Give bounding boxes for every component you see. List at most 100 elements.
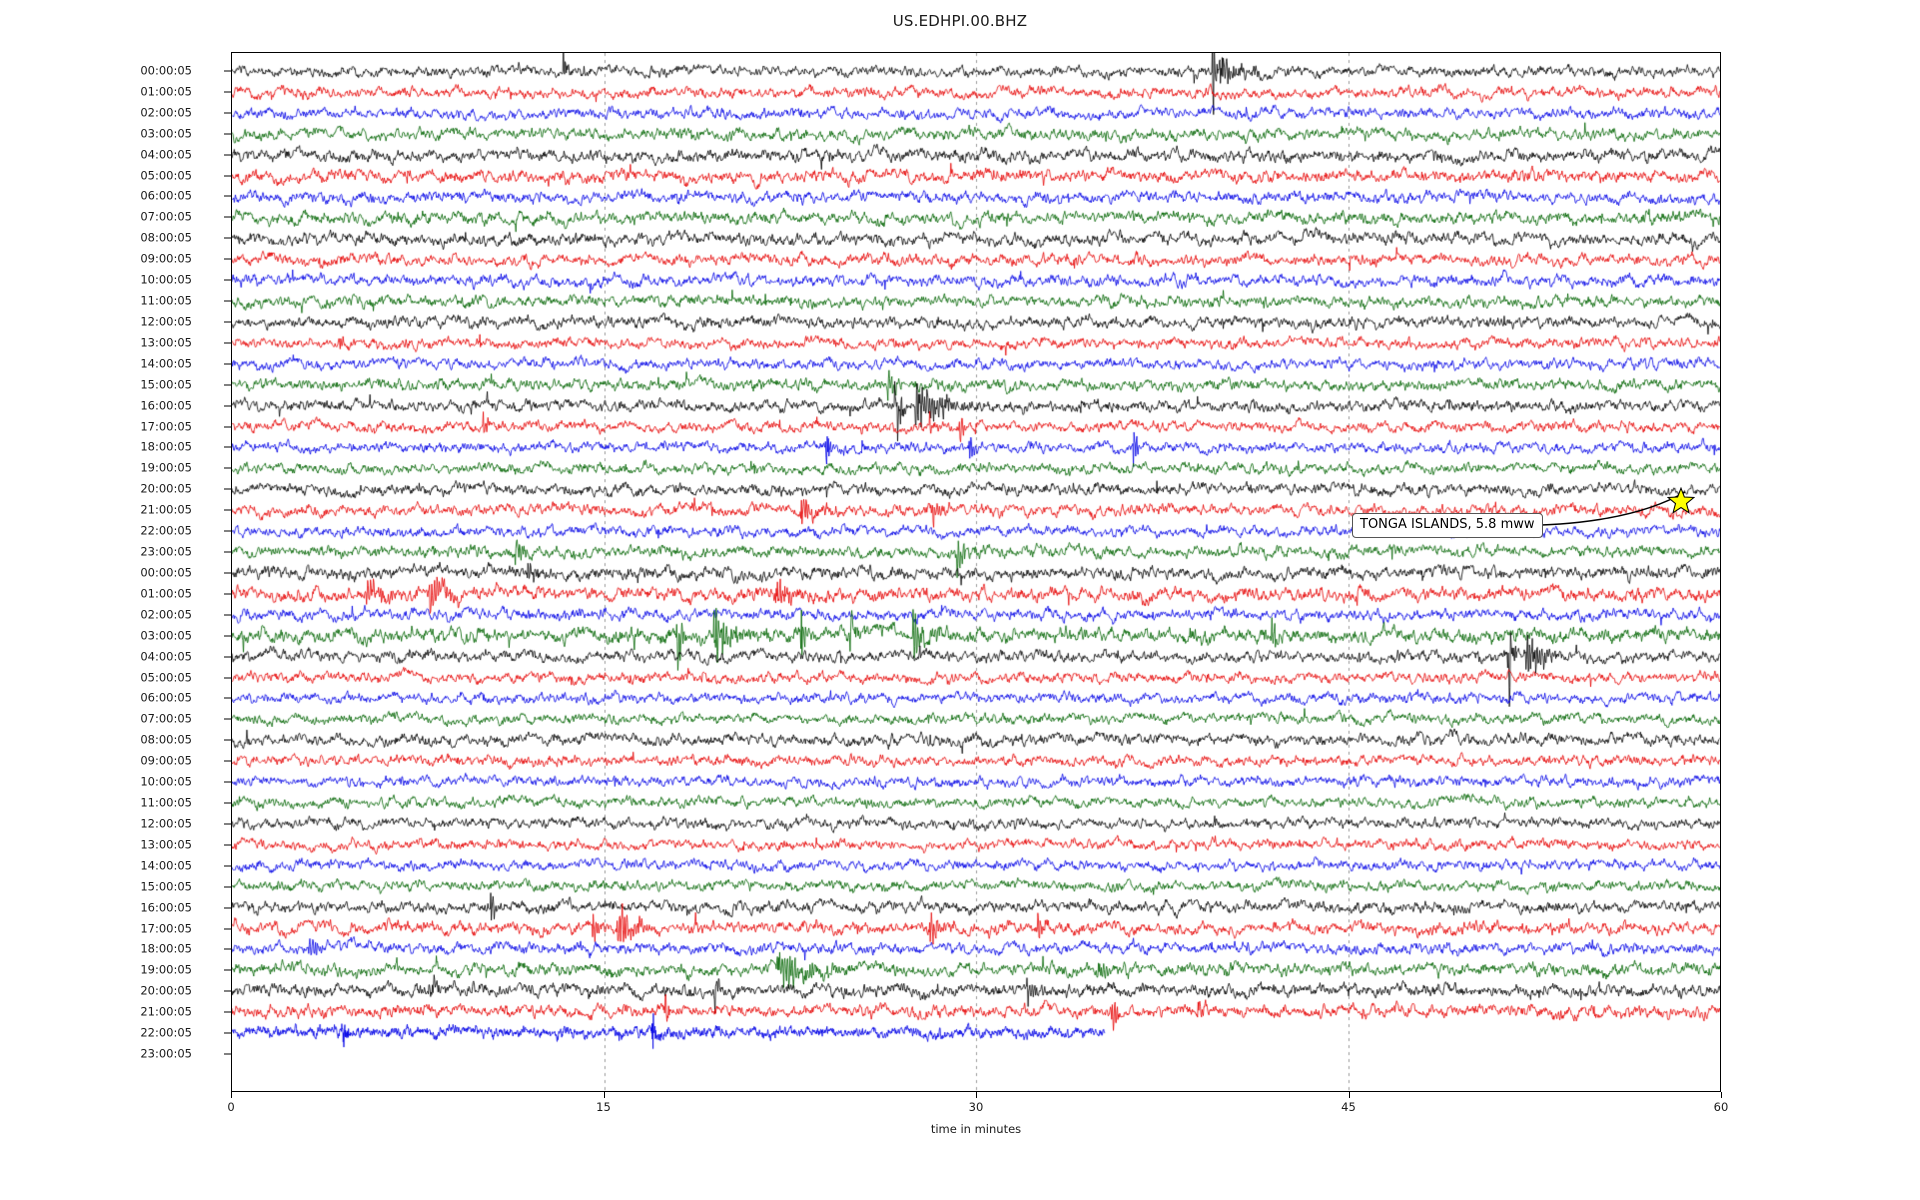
y-axis-tick-mark: [224, 467, 231, 469]
y-axis-tick-label: 09:00:05: [140, 753, 192, 768]
x-axis-tick-mark: [1348, 1092, 1350, 1098]
y-axis-tick-label: 04:00:05: [140, 146, 192, 161]
y-axis-tick-mark: [224, 865, 231, 867]
y-axis-tick-label: 10:00:05: [140, 272, 192, 287]
y-axis-tick-mark: [224, 384, 231, 386]
y-axis-tick-mark: [224, 405, 231, 407]
y-axis-tick-label: 05:00:05: [140, 167, 192, 182]
y-axis-tick-label: 23:00:05: [140, 544, 192, 559]
y-axis-tick-label: 10:00:05: [140, 774, 192, 789]
y-axis-tick-label: 21:00:05: [140, 502, 192, 517]
y-axis-tick-label: 08:00:05: [140, 230, 192, 245]
x-axis-tick-label: 30: [968, 1100, 984, 1114]
y-axis-tick-mark: [224, 718, 231, 720]
x-axis-label: time in minutes: [930, 1122, 1022, 1136]
y-axis-tick-label: 15:00:05: [140, 878, 192, 893]
x-axis-tick-label: 45: [1341, 1100, 1356, 1114]
x-axis-tick-mark: [603, 1092, 605, 1098]
x-axis-tick-label: 15: [596, 1100, 611, 1114]
y-axis-tick-label: 11:00:05: [140, 293, 192, 308]
y-axis-tick-label: 04:00:05: [140, 648, 192, 663]
y-axis-tick-mark: [224, 823, 231, 825]
y-axis-tick-label: 11:00:05: [140, 795, 192, 810]
y-axis-tick-mark: [224, 990, 231, 992]
y-axis-tick-mark: [224, 530, 231, 532]
earthquake-star-icon: [1667, 487, 1695, 514]
y-axis-tick-label: 02:00:05: [140, 607, 192, 622]
y-axis-tick-mark: [224, 614, 231, 616]
y-axis-tick-mark: [224, 237, 231, 239]
y-axis-tick-label: 13:00:05: [140, 335, 192, 350]
y-axis-tick-label: 12:00:05: [140, 816, 192, 831]
y-axis-tick-mark: [224, 112, 231, 114]
y-axis-tick-label: 00:00:05: [140, 565, 192, 580]
y-axis-tick-mark: [224, 969, 231, 971]
x-axis-tick-mark: [976, 1092, 977, 1098]
y-axis-tick-label: 18:00:05: [140, 439, 192, 454]
page-title: US.EDHPI.00.BHZ: [892, 12, 1028, 30]
y-axis-tick-mark: [224, 948, 231, 950]
y-axis-tick-label: 02:00:05: [140, 105, 192, 120]
y-axis-tick-mark: [224, 154, 231, 156]
y-axis-tick-mark: [224, 781, 231, 783]
y-axis-tick-label: 01:00:05: [140, 586, 192, 601]
x-axis-tick-label: 0: [227, 1100, 235, 1114]
y-axis-tick-label: 16:00:05: [140, 899, 192, 914]
earthquake-annotation: TONGA ISLANDS, 5.8 mww: [1352, 513, 1543, 539]
y-axis-tick-mark: [224, 363, 231, 365]
y-axis-tick-mark: [224, 446, 231, 448]
y-axis-tick-label: 22:00:05: [140, 523, 192, 538]
y-axis-tick-mark: [224, 175, 231, 177]
y-axis-tick-mark: [224, 91, 231, 93]
y-axis-tick-label: 20:00:05: [140, 983, 192, 998]
y-axis-tick-mark: [224, 907, 231, 909]
y-axis-tick-mark: [224, 760, 231, 762]
y-axis-tick-label: 01:00:05: [140, 84, 192, 99]
y-axis-tick-label: 19:00:05: [140, 460, 192, 475]
y-axis-tick-mark: [224, 551, 231, 553]
y-axis-tick-label: 06:00:05: [140, 690, 192, 705]
y-axis-tick-label: 03:00:05: [140, 125, 192, 140]
y-axis-tick-label: 13:00:05: [140, 837, 192, 852]
y-axis-tick-mark: [224, 593, 231, 595]
plot-axes: [231, 52, 1721, 1092]
y-axis-tick-label: 09:00:05: [140, 251, 192, 266]
y-axis-tick-mark: [224, 844, 231, 846]
y-axis-tick-label: 14:00:05: [140, 858, 192, 873]
y-axis-tick-mark: [224, 886, 231, 888]
y-axis-tick-mark: [224, 195, 231, 197]
y-axis-tick-mark: [224, 1011, 231, 1013]
y-axis-tick-label: 07:00:05: [140, 711, 192, 726]
y-axis-tick-label: 15:00:05: [140, 376, 192, 391]
y-axis-tick-mark: [224, 656, 231, 658]
y-axis-tick-label: 16:00:05: [140, 397, 192, 412]
y-axis-tick-mark: [224, 321, 231, 323]
y-axis-tick-mark: [224, 802, 231, 804]
y-axis-tick-label: 17:00:05: [140, 418, 192, 433]
y-axis-tick-mark: [224, 677, 231, 679]
y-axis-tick-label: 00:00:05: [140, 63, 192, 78]
y-axis-tick-label: 05:00:05: [140, 669, 192, 684]
y-axis-tick-label: 12:00:05: [140, 314, 192, 329]
y-axis-tick-label: 20:00:05: [140, 481, 192, 496]
y-axis-tick-mark: [224, 739, 231, 741]
y-axis-tick-mark: [224, 279, 231, 281]
y-axis-tick-mark: [224, 697, 231, 699]
x-axis-tick-mark: [231, 1092, 232, 1098]
x-axis-tick-mark: [1721, 1092, 1722, 1098]
y-axis-tick-label: 06:00:05: [140, 188, 192, 203]
y-axis-tick-label: 23:00:05: [140, 1046, 192, 1061]
y-axis-tick-mark: [224, 572, 231, 574]
y-axis-tick-mark: [224, 488, 231, 490]
y-axis-tick-mark: [224, 509, 231, 511]
y-axis-tick-mark: [224, 1053, 231, 1055]
y-axis-tick-mark: [224, 342, 231, 344]
y-axis-tick-mark: [224, 928, 231, 929]
y-axis-tick-label: 08:00:05: [140, 732, 192, 747]
y-axis-tick-label: 18:00:05: [140, 941, 192, 956]
x-axis-tick-label: 60: [1713, 1100, 1729, 1114]
y-axis-tick-label: 14:00:05: [140, 356, 192, 371]
y-axis-tick-mark: [224, 216, 231, 218]
y-axis-tick-mark: [224, 426, 231, 428]
y-axis-tick-mark: [224, 1032, 231, 1034]
